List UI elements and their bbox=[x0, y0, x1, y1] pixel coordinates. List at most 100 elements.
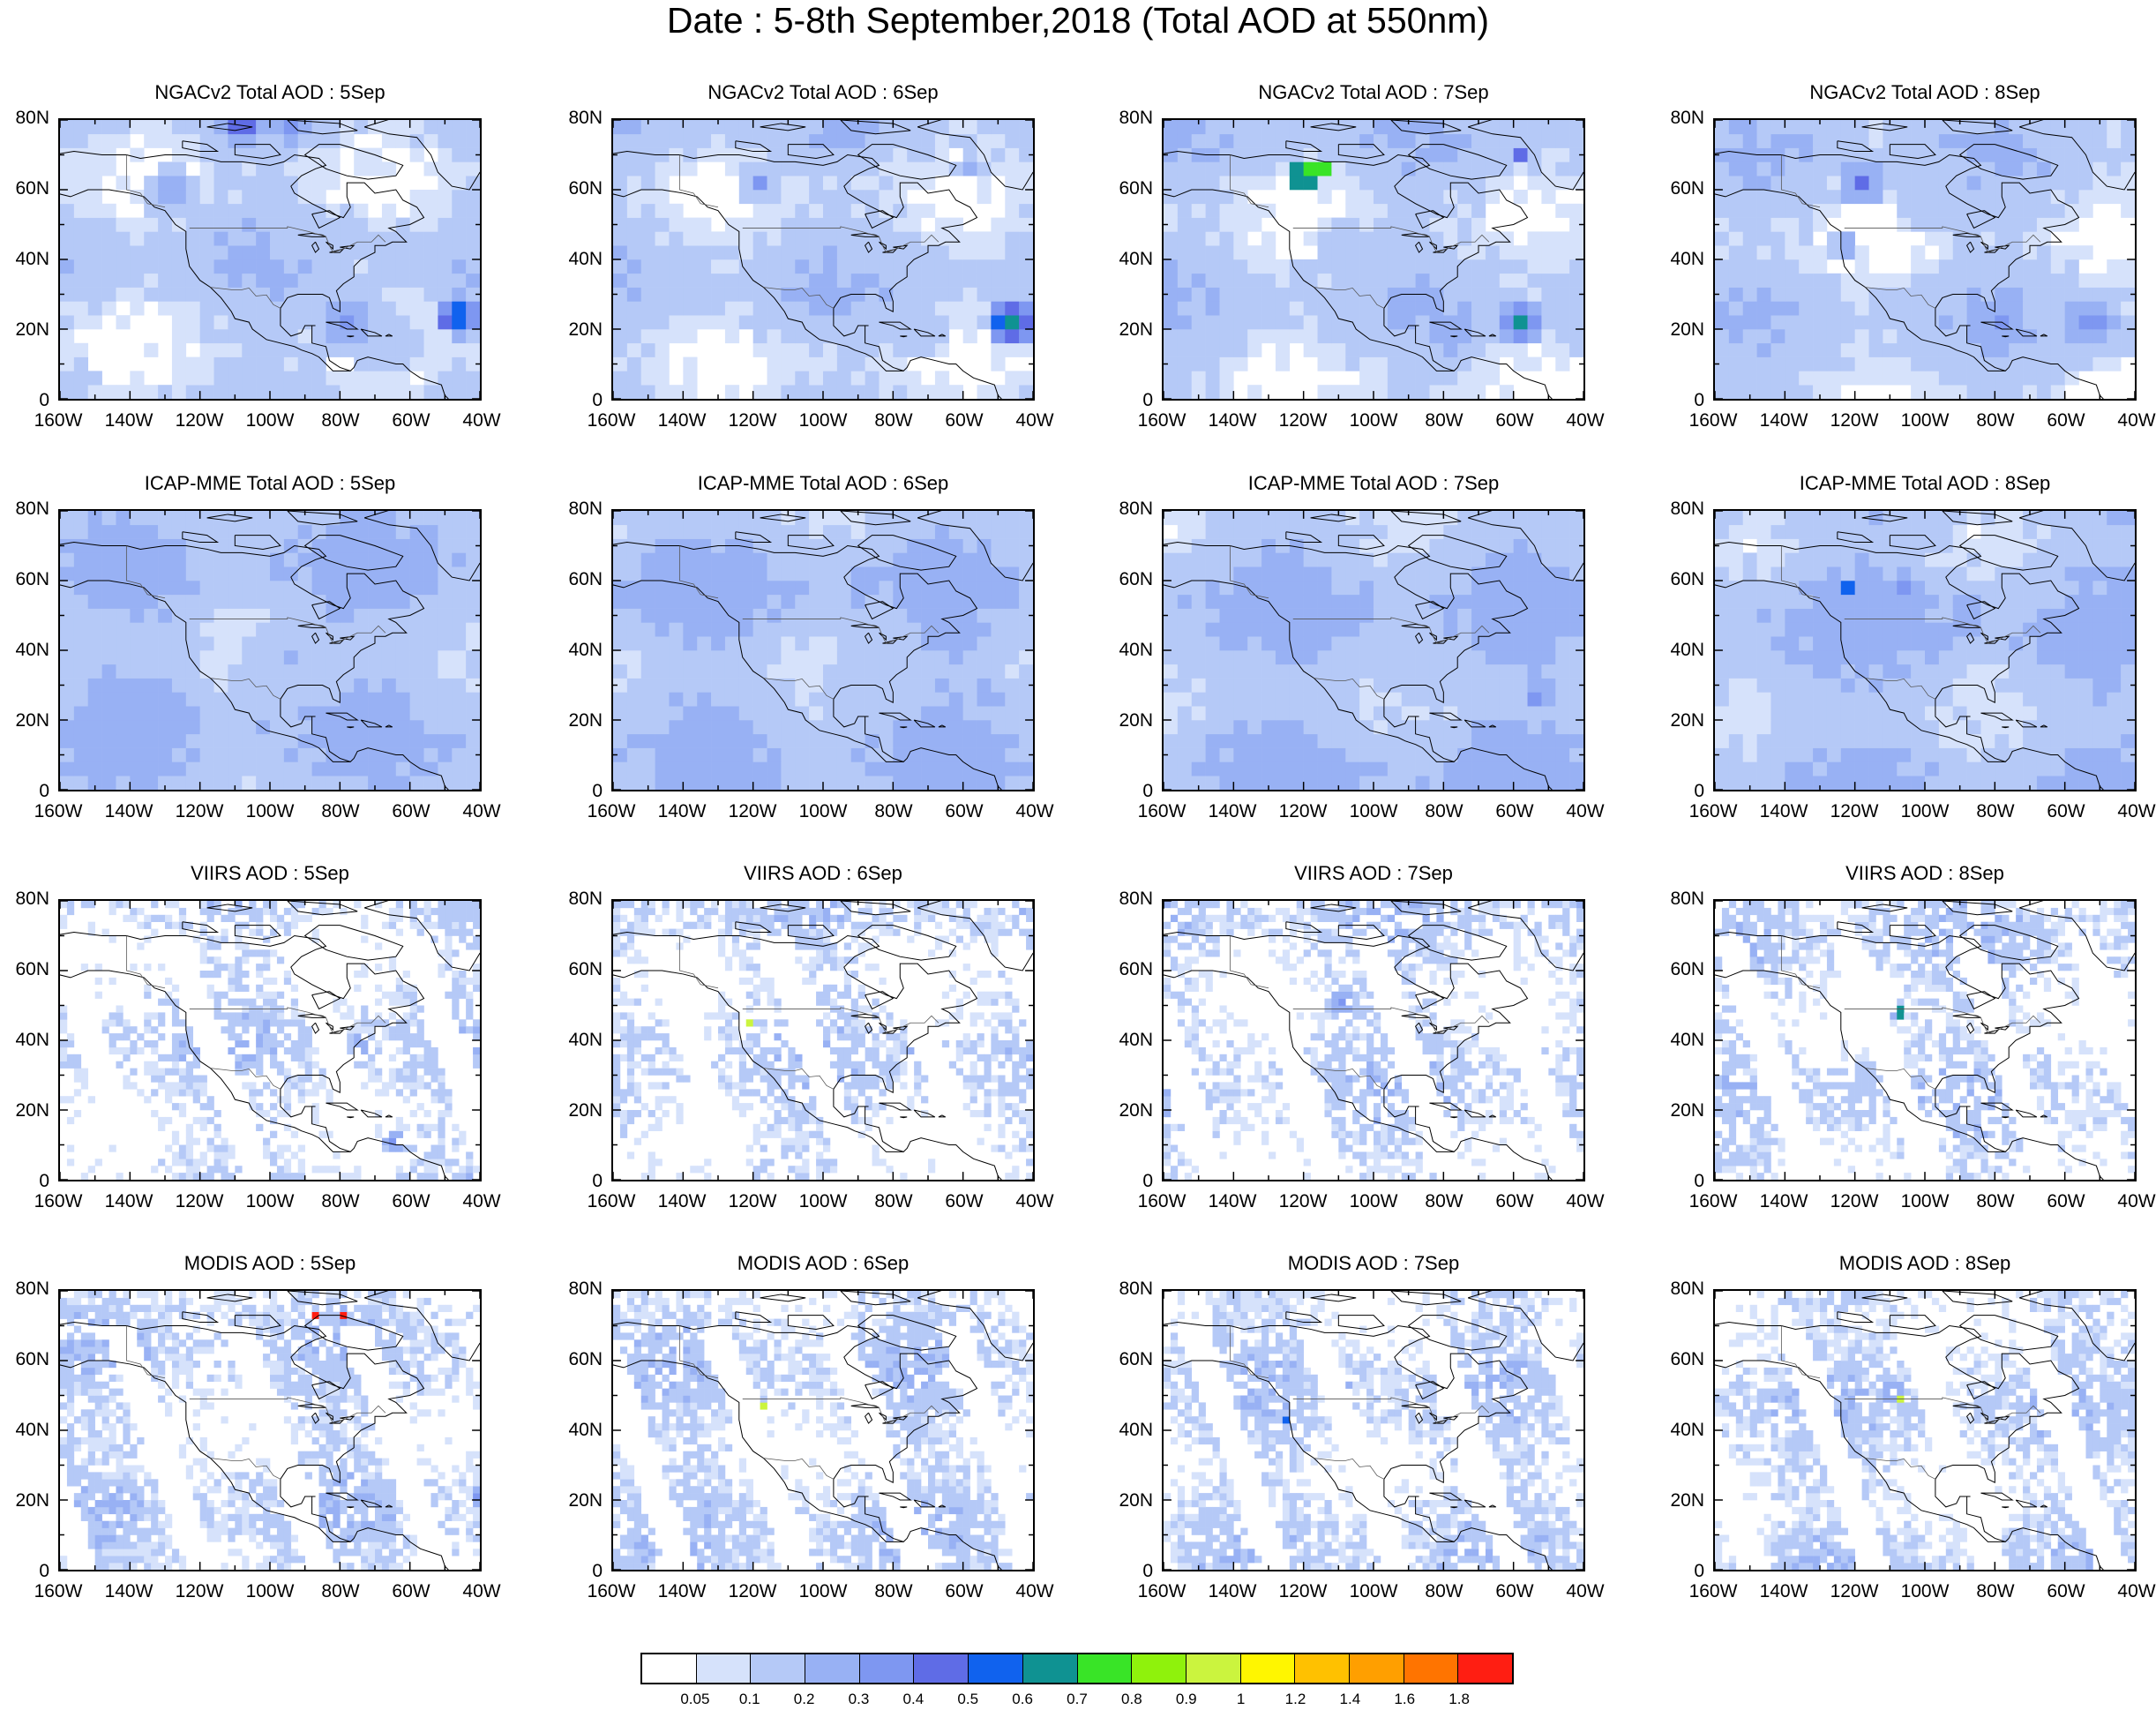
x-tick-label: 100W bbox=[245, 1581, 295, 1601]
map-panel-ngacv2-7sep bbox=[1162, 118, 1585, 401]
x-tick-label: 40W bbox=[2117, 1581, 2156, 1601]
border-overlay bbox=[678, 545, 940, 700]
y-tick-label: 60N bbox=[15, 959, 49, 979]
axis-ticks bbox=[1715, 120, 2135, 399]
x-tick-label: 140W bbox=[1208, 1191, 1257, 1211]
y-tick-label: 40N bbox=[1119, 1030, 1153, 1050]
y-tick-label: 60N bbox=[568, 178, 603, 199]
aod-field-modis-8sep bbox=[1715, 1291, 2135, 1570]
x-tick-label: 160W bbox=[34, 410, 83, 431]
aod-cells bbox=[60, 901, 480, 1180]
y-tick-label: 40N bbox=[568, 640, 603, 660]
x-tick-label: 80W bbox=[321, 410, 360, 431]
colorbar-label: 1.2 bbox=[1284, 1691, 1306, 1707]
map-panel-modis-7sep bbox=[1162, 1289, 1585, 1571]
aod-cells bbox=[1164, 901, 1583, 1180]
axis-ticks bbox=[60, 120, 480, 399]
x-tick-label: 160W bbox=[1137, 1581, 1187, 1601]
axis-ticks bbox=[1164, 120, 1583, 399]
x-tick-label: 100W bbox=[1349, 1581, 1398, 1601]
x-tick-label: 120W bbox=[728, 1581, 777, 1601]
colorbar-label: 0.2 bbox=[793, 1691, 815, 1707]
y-tick-label: 40N bbox=[1119, 1420, 1153, 1440]
y-tick-label: 40N bbox=[568, 249, 603, 269]
y-tick-label: 20N bbox=[568, 710, 603, 731]
x-tick-label: 40W bbox=[1566, 1581, 1605, 1601]
coastline-overlay bbox=[1715, 901, 2135, 1180]
x-tick-label: 160W bbox=[1137, 1191, 1187, 1211]
y-tick-label: 20N bbox=[1670, 1490, 1704, 1511]
x-tick-label: 120W bbox=[728, 410, 777, 431]
map-panel-icap-mme-8sep bbox=[1713, 509, 2137, 791]
x-tick-label: 60W bbox=[1495, 410, 1534, 431]
x-tick-label: 40W bbox=[1015, 1191, 1054, 1211]
y-tick-label: 20N bbox=[1119, 710, 1153, 731]
y-tick-label: 40N bbox=[1119, 249, 1153, 269]
border-overlay bbox=[678, 154, 940, 309]
x-tick-label: 100W bbox=[798, 1581, 848, 1601]
x-tick-label: 40W bbox=[462, 1581, 501, 1601]
x-tick-label: 140W bbox=[657, 1191, 707, 1211]
x-tick-label: 140W bbox=[1759, 1581, 1808, 1601]
y-tick-label: 0 bbox=[39, 1171, 49, 1191]
x-tick-label: 100W bbox=[1900, 801, 1950, 821]
y-tick-label: 0 bbox=[39, 1561, 49, 1581]
colorbar-label: 1.4 bbox=[1339, 1691, 1361, 1707]
x-tick-label: 60W bbox=[392, 1191, 430, 1211]
x-tick-label: 160W bbox=[34, 1581, 83, 1601]
panel-title-modis-7sep: MODIS AOD : 7Sep bbox=[1287, 1252, 1460, 1274]
y-tick-label: 80N bbox=[1670, 499, 1704, 519]
colorbar-box bbox=[696, 1654, 752, 1683]
panel-title-modis-8sep: MODIS AOD : 8Sep bbox=[1838, 1252, 2011, 1274]
coastline-overlay bbox=[60, 511, 480, 790]
colorbar-label: 0.7 bbox=[1067, 1691, 1088, 1707]
aod-cells bbox=[1164, 120, 1583, 399]
x-tick-label: 120W bbox=[1278, 1581, 1328, 1601]
x-tick-label: 160W bbox=[587, 801, 636, 821]
y-tick-label: 0 bbox=[1694, 390, 1704, 410]
coastline-overlay bbox=[1164, 120, 1583, 399]
coastline-overlay bbox=[60, 1291, 480, 1570]
map-panel-viirs-8sep bbox=[1713, 899, 2137, 1181]
x-tick-label: 120W bbox=[175, 1191, 224, 1211]
x-tick-label: 140W bbox=[1208, 410, 1257, 431]
coastline-overlay bbox=[1715, 120, 2135, 399]
x-tick-label: 120W bbox=[175, 1581, 224, 1601]
x-tick-label: 120W bbox=[1278, 1191, 1328, 1211]
axis-ticks bbox=[60, 511, 480, 790]
map-panel-icap-mme-5sep bbox=[58, 509, 482, 791]
x-tick-label: 80W bbox=[1976, 1191, 2015, 1211]
map-panel-icap-mme-6sep bbox=[611, 509, 1035, 791]
aod-field-viirs-8sep bbox=[1715, 901, 2135, 1180]
coastline-overlay bbox=[60, 120, 480, 399]
y-tick-label: 0 bbox=[592, 781, 603, 801]
y-tick-label: 20N bbox=[15, 1100, 49, 1121]
x-tick-label: 60W bbox=[945, 410, 984, 431]
y-tick-label: 20N bbox=[15, 710, 49, 731]
y-tick-label: 40N bbox=[15, 1030, 49, 1050]
x-tick-label: 80W bbox=[874, 1581, 913, 1601]
x-tick-label: 140W bbox=[1759, 801, 1808, 821]
y-tick-label: 0 bbox=[1142, 1171, 1153, 1191]
y-tick-label: 0 bbox=[39, 390, 49, 410]
x-tick-label: 160W bbox=[1688, 410, 1738, 431]
map-panel-ngacv2-8sep bbox=[1713, 118, 2137, 401]
panel-title-modis-6sep: MODIS AOD : 6Sep bbox=[737, 1252, 910, 1274]
x-tick-label: 80W bbox=[874, 1191, 913, 1211]
y-tick-label: 60N bbox=[568, 569, 603, 589]
y-tick-label: 20N bbox=[1670, 319, 1704, 340]
x-tick-label: 100W bbox=[245, 1191, 295, 1211]
y-tick-label: 20N bbox=[568, 1490, 603, 1511]
border-overlay bbox=[678, 1325, 940, 1480]
x-tick-label: 80W bbox=[1976, 1581, 2015, 1601]
colorbar-label: 0.05 bbox=[680, 1691, 710, 1707]
y-tick-label: 20N bbox=[15, 1490, 49, 1511]
y-tick-label: 80N bbox=[1119, 108, 1153, 128]
panel-title-ngacv2-5sep: NGACv2 Total AOD : 5Sep bbox=[154, 81, 386, 103]
axis-ticks bbox=[60, 901, 480, 1180]
y-tick-label: 80N bbox=[1119, 1279, 1153, 1299]
x-tick-label: 80W bbox=[321, 1191, 360, 1211]
coastline-overlay bbox=[1715, 1291, 2135, 1570]
border-overlay bbox=[125, 935, 386, 1090]
x-tick-label: 100W bbox=[798, 410, 848, 431]
